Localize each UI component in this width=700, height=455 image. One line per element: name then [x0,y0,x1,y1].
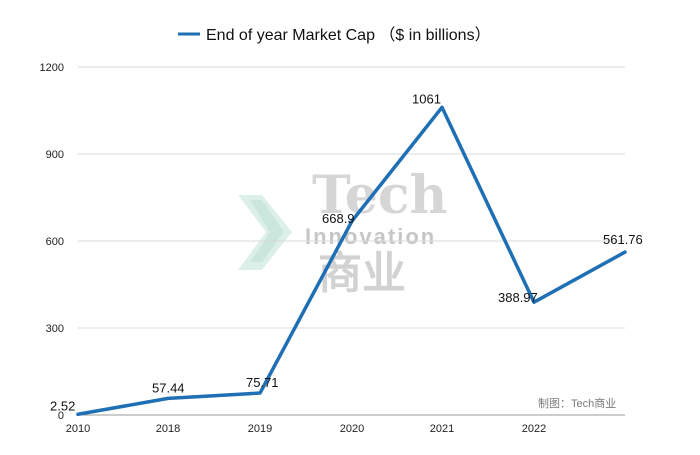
data-point [258,391,262,395]
data-point [350,219,354,223]
x-tick-label: 2020 [340,423,364,435]
y-tick-label: 300 [46,323,64,335]
y-tick-label: 900 [46,149,64,161]
legend: End of year Market Cap （$ in billions） [178,26,491,44]
data-point [76,412,80,416]
data-label: 668.9 [322,211,355,226]
x-tick-label: 2022 [522,423,546,435]
data-label: 388.97 [498,290,538,305]
y-tick-label: 0 [58,410,64,422]
x-tick-label: 2018 [156,423,180,435]
data-label: 75.71 [246,375,279,390]
x-tick-label: 2019 [248,423,272,435]
data-point [532,300,536,304]
legend-label: End of year Market Cap （$ in billions） [206,26,491,44]
series-market-cap [76,105,627,417]
watermark-line1: Tech [312,165,447,226]
x-tick-label: 2021 [430,423,454,435]
data-label: 561.76 [603,232,643,247]
data-point [166,396,170,400]
watermark: Tech Innovation 商业 [238,165,447,298]
x-axis: 2010 2018 2019 2020 2021 2022 [66,423,546,435]
y-axis: 0 300 600 900 1200 [40,62,64,422]
y-tick-label: 600 [46,236,64,248]
chart-credit: 制图：Tech商业 [538,396,616,410]
x-tick-label: 2010 [66,423,90,435]
data-label: 2.52 [50,398,75,413]
data-label: 57.44 [152,380,185,395]
data-point [623,250,627,254]
data-labels: 2.52 57.44 75.71 668.9 1061 388.97 561.76 [50,91,643,413]
grid [78,66,625,416]
data-label: 1061 [412,91,441,106]
watermark-line2: Innovation [305,224,436,249]
watermark-logo-icon [238,195,292,270]
data-point [440,105,444,109]
y-tick-label: 1200 [40,62,64,74]
